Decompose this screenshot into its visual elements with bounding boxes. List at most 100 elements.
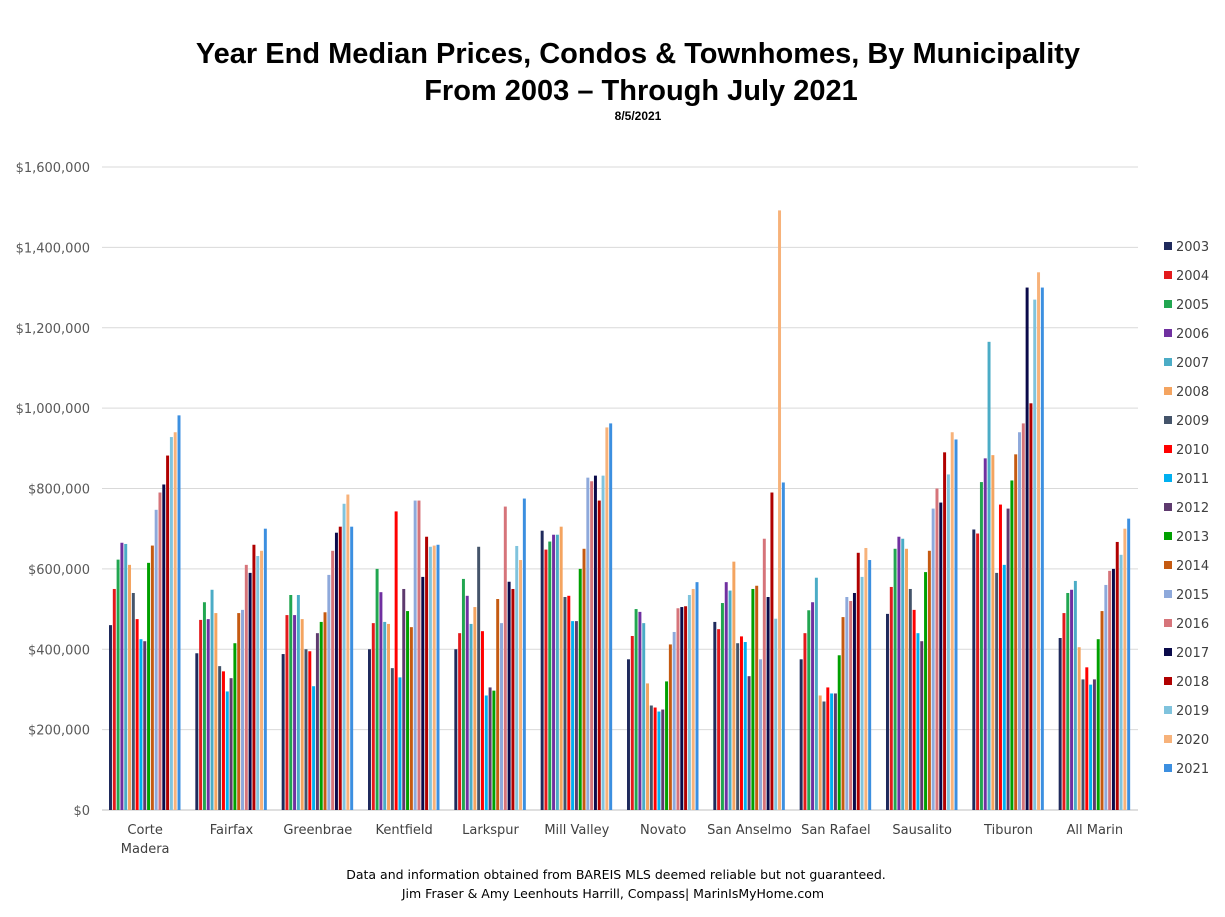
bar-2012: [574, 621, 578, 810]
bar-2019: [860, 576, 864, 810]
bar-2014: [1100, 611, 1104, 810]
bar-2003: [368, 649, 371, 810]
bar-2018: [1115, 541, 1119, 810]
legend-swatch-2019: [1164, 706, 1172, 714]
bar-2009: [995, 572, 999, 810]
bar-2017: [680, 607, 684, 810]
bar-2018: [597, 500, 601, 810]
category-label: Larkspur: [462, 823, 519, 838]
bar-2019: [1119, 554, 1123, 810]
bar-2013: [492, 690, 496, 810]
bar-2008: [128, 564, 132, 810]
bar-2021: [954, 439, 958, 810]
category-label: Kentfield: [376, 823, 433, 838]
bar-2013: [1010, 480, 1014, 810]
bar-2019: [1033, 299, 1037, 810]
bar-2004: [199, 619, 203, 810]
bar-2003: [713, 621, 717, 810]
bar-2017: [1025, 287, 1029, 810]
bar-2012: [1092, 679, 1096, 810]
bar-2020: [691, 588, 695, 810]
bar-2011: [743, 642, 747, 810]
legend-label-2013: 2013: [1176, 530, 1209, 545]
bar-2020: [778, 210, 782, 810]
legend-swatch-2006: [1164, 329, 1172, 337]
bar-2006: [206, 619, 210, 810]
bar-2006: [811, 602, 815, 810]
bar-2013: [319, 621, 323, 810]
bar-2021: [781, 482, 785, 810]
bar-2008: [646, 683, 650, 810]
bar-2008: [905, 548, 909, 810]
bar-2012: [229, 678, 233, 810]
bar-2012: [920, 641, 924, 810]
bar-2015: [327, 574, 331, 810]
bar-2012: [143, 641, 147, 810]
category-label: Greenbrae: [283, 823, 352, 838]
bar-2021: [1127, 518, 1131, 810]
bar-2007: [296, 595, 300, 810]
bar-2003: [454, 649, 458, 810]
bar-2005: [116, 559, 120, 810]
legend-label-2011: 2011: [1176, 472, 1209, 487]
bar-2014: [755, 585, 759, 810]
legend: 2003 2004 2005 2006 2007 2008 2009 2010 2011 2012…: [1164, 240, 1209, 777]
bar-2015: [845, 597, 849, 810]
bar-2004: [371, 623, 375, 810]
bar-2020: [605, 427, 609, 810]
bar-2021: [177, 415, 181, 810]
bar-2018: [1029, 403, 1033, 810]
bar-2004: [112, 588, 116, 810]
bar-2018: [425, 536, 429, 810]
bar-2014: [1014, 454, 1018, 810]
category-label: Sausalito: [892, 823, 952, 838]
bar-2016: [417, 500, 421, 810]
bar-2015: [1018, 432, 1021, 810]
bar-2017: [334, 532, 338, 810]
bar-2003: [281, 654, 285, 810]
bar-2007: [728, 590, 732, 810]
bar-2019: [601, 475, 605, 810]
bar-2012: [833, 693, 837, 810]
bar-2005: [807, 610, 811, 810]
bar-2007: [383, 621, 387, 810]
legend-swatch-2005: [1164, 300, 1172, 308]
legend-label-2006: 2006: [1176, 327, 1209, 342]
legend-swatch-2017: [1164, 648, 1172, 656]
bar-2016: [935, 488, 939, 810]
bar-2003: [627, 659, 630, 810]
y-axis: $0 $200,000 $400,000 $600,000 $800,000 $1,000…: [16, 161, 90, 819]
legend-swatch-2010: [1164, 445, 1172, 453]
bar-2007: [901, 538, 905, 810]
bar-2012: [488, 687, 492, 810]
bar-2011: [916, 633, 920, 810]
bar-2018: [511, 588, 515, 810]
category-label: Corte: [127, 823, 162, 838]
category-label: Novato: [640, 823, 686, 838]
bar-2009: [563, 597, 567, 810]
legend-swatch-2009: [1164, 416, 1172, 424]
bar-2010: [308, 651, 312, 810]
bar-2021: [868, 560, 872, 810]
bar-2017: [162, 484, 166, 810]
bar-2014: [409, 627, 413, 810]
legend-label-2003: 2003: [1176, 240, 1209, 255]
bar-2003: [972, 529, 976, 810]
bar-2015: [1104, 584, 1108, 810]
legend-swatch-2016: [1164, 619, 1172, 627]
bar-2006: [983, 458, 987, 810]
bar-2005: [461, 578, 465, 810]
bar-2017: [507, 581, 511, 810]
bar-2013: [233, 643, 237, 810]
bar-2018: [943, 452, 947, 810]
bar-2016: [503, 506, 507, 810]
bar-2013: [751, 588, 755, 810]
bar-2006: [120, 542, 124, 810]
legend-label-2014: 2014: [1176, 559, 1209, 574]
bar-2010: [135, 619, 139, 810]
bar-2018: [252, 544, 256, 810]
bar-2021: [695, 582, 699, 810]
bar-2004: [717, 629, 721, 810]
bar-2009: [218, 666, 222, 810]
